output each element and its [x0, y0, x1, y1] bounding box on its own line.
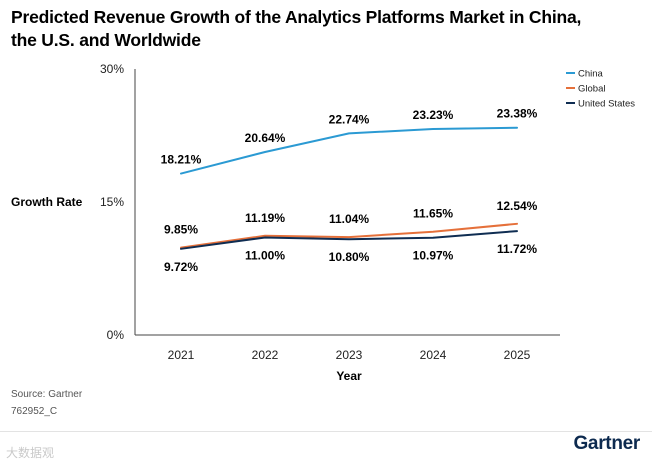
legend-label: China: [578, 69, 604, 80]
x-tick-label: 2024: [420, 348, 447, 362]
data-label: 23.23%: [413, 108, 454, 122]
chart-lines: [180, 126, 518, 250]
y-tick-label: 15%: [100, 195, 124, 209]
chart-title-line-1: Predicted Revenue Growth of the Analytic…: [11, 7, 582, 27]
data-label: 11.04%: [329, 212, 369, 226]
data-label: 22.74%: [329, 112, 370, 126]
series-line-global: [180, 222, 518, 249]
data-label: 18.21%: [161, 153, 202, 167]
data-label: 12.54%: [497, 199, 538, 213]
chart-title-line-2: the U.S. and Worldwide: [11, 30, 201, 50]
series-line-china: [180, 126, 518, 175]
watermark: 大数据观: [6, 446, 55, 460]
brand-logo: Gartner: [573, 433, 640, 454]
data-label: 11.65%: [413, 207, 453, 221]
chart-legend: China Global United States: [566, 69, 635, 110]
data-label: 10.97%: [413, 249, 454, 263]
data-label: 10.80%: [329, 250, 370, 264]
y-axis-label: Growth Rate: [11, 195, 83, 209]
legend-label: United States: [578, 99, 635, 110]
data-label: 9.85%: [164, 223, 198, 237]
series-line-united-states: [180, 230, 518, 250]
x-tick-label: 2021: [168, 348, 195, 362]
data-label: 23.38%: [497, 107, 538, 121]
data-label: 11.19%: [245, 211, 285, 225]
y-tick-label: 0%: [107, 328, 125, 342]
data-label: 9.72%: [164, 260, 198, 274]
source-note: Source: Gartner: [11, 389, 83, 400]
x-tick-label: 2025: [504, 348, 531, 362]
footer-divider: [0, 431, 652, 432]
x-tick-label: 2023: [336, 348, 363, 362]
x-tick-label: 2022: [252, 348, 279, 362]
legend-label: Global: [578, 84, 605, 95]
chart-data-labels: 18.21% 20.64% 22.74% 23.23% 23.38% 9.85% 11.19…: [161, 107, 538, 274]
x-axis-label: Year: [336, 369, 362, 383]
y-tick-label: 30%: [100, 62, 124, 76]
document-id: 762952_C: [11, 406, 58, 417]
data-label: 11.00%: [245, 248, 285, 262]
data-label: 20.64%: [245, 131, 286, 145]
data-label: 11.72%: [497, 242, 537, 256]
chart-axes: 0% 15% 30% Growth Rate 2021 2022 2023 2024 2025 Y…: [11, 62, 560, 383]
chart-title: Predicted Revenue Growth of the Analytic…: [11, 6, 611, 52]
